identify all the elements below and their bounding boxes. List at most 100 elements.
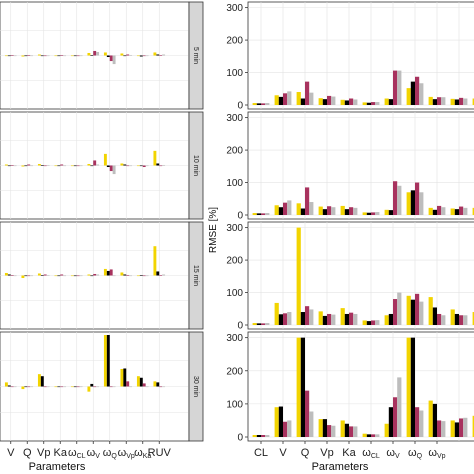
bar (454, 422, 459, 437)
bar (252, 103, 257, 105)
bar (406, 88, 411, 105)
bar (30, 386, 34, 388)
bar (441, 207, 446, 215)
bar (90, 54, 94, 56)
y-tick-label: 100 (226, 288, 243, 299)
y-tick-label: 200 (226, 36, 243, 47)
y-tick-label: 0 (237, 101, 243, 112)
bar (287, 312, 292, 325)
bar (283, 202, 288, 215)
bar (397, 185, 402, 215)
bar (305, 390, 310, 437)
bar (126, 165, 130, 167)
bar (362, 212, 367, 215)
bar (87, 386, 91, 392)
bar (331, 207, 336, 215)
x-tick-label: ωQ (408, 447, 423, 460)
right-panel: 0 100 200 300 (226, 221, 474, 332)
bar (109, 55, 113, 62)
bar (13, 275, 17, 277)
bar (70, 386, 74, 388)
bar (109, 386, 113, 388)
x-tick-label: ωV (87, 447, 101, 460)
bar (136, 55, 140, 57)
y-tick-label: 0 (237, 321, 243, 332)
bar (27, 275, 31, 277)
bar (46, 55, 50, 57)
bar (388, 99, 393, 105)
bar (441, 97, 446, 105)
bar (63, 165, 67, 167)
left-panel: 15 min (0, 221, 204, 330)
bar (393, 299, 398, 325)
bar (112, 165, 116, 175)
bar (454, 99, 459, 105)
bar (37, 54, 41, 56)
bar (156, 54, 160, 56)
bar (46, 274, 50, 276)
bar (375, 212, 380, 215)
panel-frame (247, 1, 474, 110)
bar (256, 435, 261, 437)
bar (278, 96, 283, 105)
bar (362, 433, 367, 437)
bar (454, 209, 459, 215)
y-tick-label: 100 (226, 178, 243, 189)
bar (252, 213, 257, 215)
x-tick-label: ωVp (118, 447, 135, 460)
y-tick-label: 300 (226, 113, 243, 124)
bar (7, 165, 11, 167)
bar (120, 163, 124, 166)
right-x-axis-label: Parameters (312, 461, 369, 473)
bar (252, 435, 257, 437)
bar (410, 190, 415, 215)
bar (349, 426, 354, 437)
bar (46, 386, 50, 388)
bar (437, 313, 442, 325)
facet-strip-label: 5 min (192, 47, 199, 64)
bar (79, 386, 83, 388)
facet-strip-label: 30 min (192, 376, 199, 397)
panel-frame (247, 111, 474, 220)
panel-frame (247, 221, 474, 330)
bar (153, 381, 157, 387)
bar (366, 102, 371, 105)
right-panel: 0 100 200 300 (226, 331, 474, 444)
bar (428, 207, 433, 215)
bar (432, 307, 437, 325)
bar (60, 164, 64, 166)
bar (76, 55, 80, 57)
facet-strip-label: 10 min (192, 155, 199, 176)
bar (375, 434, 380, 437)
bar (4, 164, 8, 166)
bar (103, 153, 107, 166)
bar (472, 312, 474, 325)
bar (7, 55, 11, 57)
bar (43, 274, 47, 276)
bar (24, 275, 28, 277)
bar (60, 54, 64, 56)
bar (428, 297, 433, 325)
x-tick-label: V (7, 447, 15, 459)
x-tick-label: ωVp (428, 447, 445, 460)
bar (463, 207, 468, 215)
bar (432, 403, 437, 437)
bar (463, 315, 468, 325)
bar (410, 299, 415, 325)
bar (331, 96, 336, 105)
bar (43, 165, 47, 167)
bar (40, 274, 44, 276)
bar (79, 165, 83, 167)
bar (300, 208, 305, 215)
bar (10, 274, 14, 276)
bar (261, 103, 266, 105)
bar (274, 205, 279, 215)
bar (406, 192, 411, 215)
bar (136, 275, 140, 277)
bar (76, 386, 80, 388)
x-tick-label: ωV (386, 447, 400, 460)
bar (21, 165, 25, 167)
bar (274, 302, 279, 325)
bar (256, 103, 261, 105)
bar (388, 210, 393, 215)
